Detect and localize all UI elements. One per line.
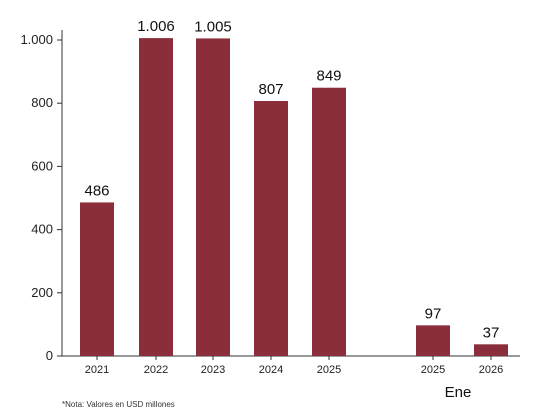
x-tick-label: 2024: [259, 364, 283, 376]
data-label: 1.006: [137, 18, 175, 35]
y-tick-label: 0: [46, 348, 53, 363]
data-label: 37: [483, 324, 500, 341]
data-label: 849: [316, 68, 341, 85]
bar-2021-0: [80, 202, 114, 356]
data-label: 807: [258, 81, 283, 98]
x-tick-label: 2025: [421, 364, 445, 376]
bar-2022-1: [139, 38, 173, 356]
x-axis: 2021 2022 2023 2024 2025 2025 2026: [62, 355, 520, 376]
y-axis: 0 200 400 600 800 1.000: [20, 30, 63, 363]
y-tick-label: 800: [31, 95, 53, 110]
x-tick-label: 2025: [317, 364, 341, 376]
bar-2025-5: [416, 325, 450, 356]
x-tick-label: 2023: [201, 364, 225, 376]
y-tick-label: 1.000: [20, 32, 53, 47]
y-tick-label: 200: [31, 285, 53, 300]
group-label-ene: Ene: [445, 384, 472, 401]
x-tick-label: 2026: [479, 364, 503, 376]
data-labels: 486 1.006 1.005 807 849 97 37: [84, 18, 499, 341]
bar-2025-4: [312, 87, 346, 356]
bar-2024-3: [254, 100, 288, 356]
bar-2026-6: [474, 344, 508, 356]
data-label: 1.005: [194, 18, 232, 35]
footnote: *Nota: Valores en USD millones: [62, 400, 175, 409]
bars: [80, 38, 508, 357]
bar-2023-2: [196, 38, 230, 357]
y-tick-label: 600: [31, 158, 53, 173]
x-tick-label: 2021: [85, 364, 109, 376]
data-label: 97: [425, 305, 442, 322]
x-tick-label: 2022: [144, 364, 168, 376]
data-label: 486: [84, 182, 109, 199]
y-tick-label: 400: [31, 222, 53, 237]
